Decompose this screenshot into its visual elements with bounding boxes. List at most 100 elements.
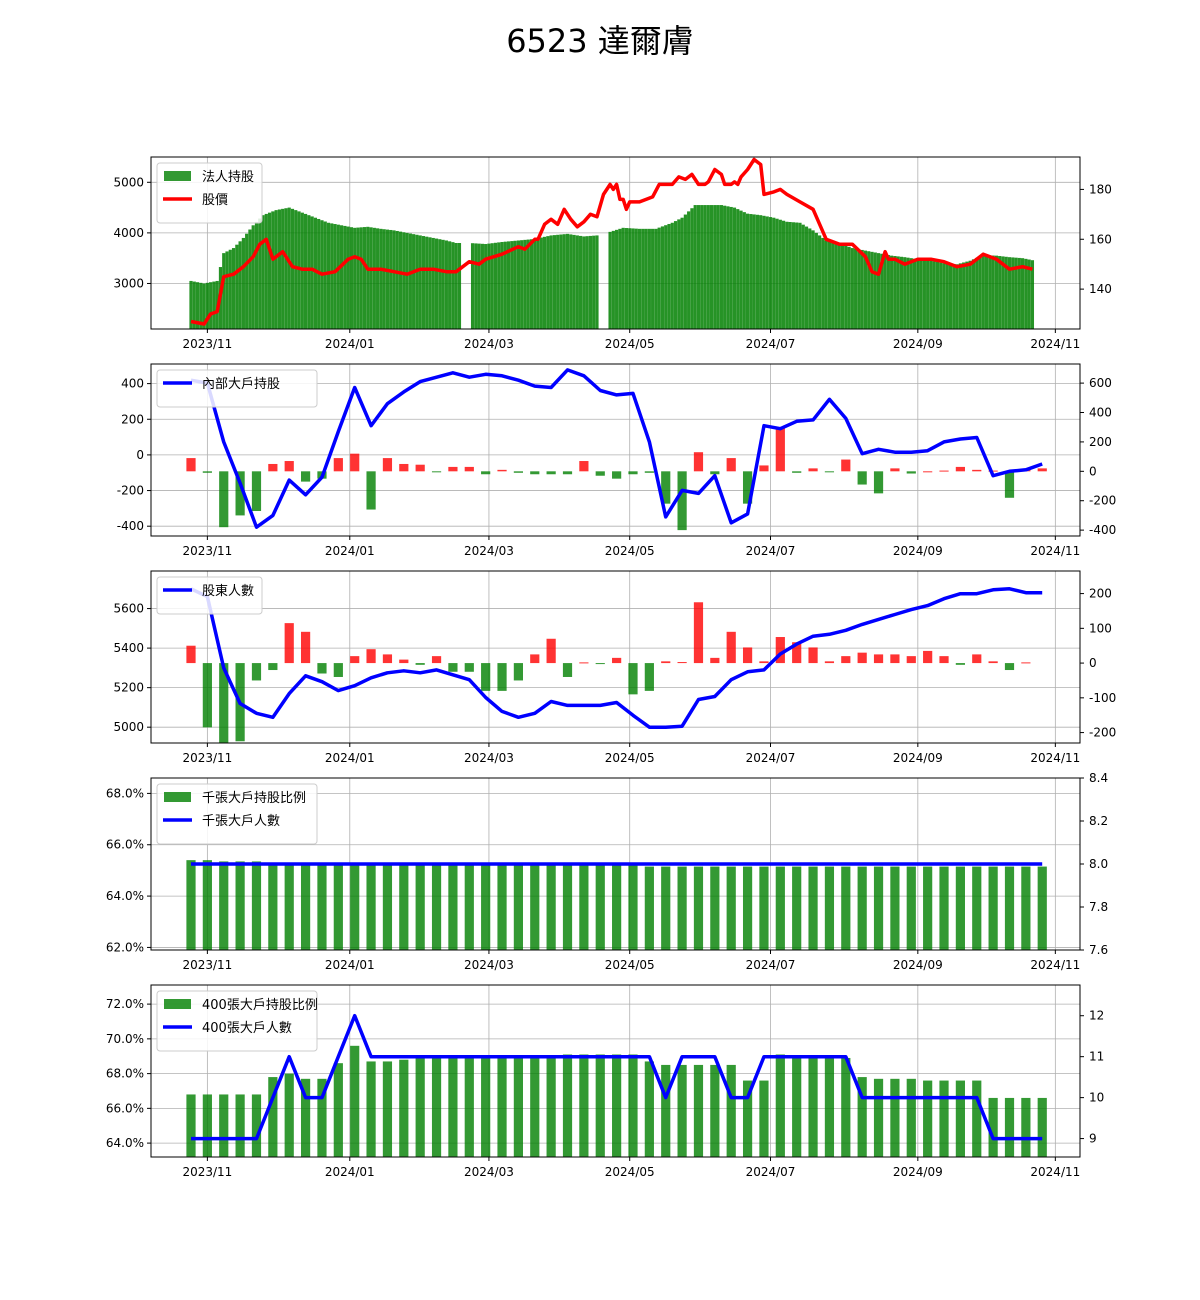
bar bbox=[536, 238, 540, 329]
bar bbox=[923, 866, 933, 950]
bar bbox=[637, 228, 642, 329]
bar bbox=[742, 647, 753, 664]
bar bbox=[739, 210, 743, 329]
y-tick-label: 5000 bbox=[113, 720, 144, 734]
legend-label: 股價 bbox=[202, 193, 228, 208]
bar bbox=[552, 235, 557, 329]
bar bbox=[972, 469, 982, 472]
bar bbox=[529, 239, 534, 329]
bar bbox=[353, 227, 357, 329]
bar bbox=[939, 866, 949, 950]
bar bbox=[899, 256, 904, 329]
bar bbox=[579, 461, 589, 472]
bar bbox=[350, 864, 360, 950]
bar bbox=[857, 652, 867, 664]
x-tick-label: 2024/03 bbox=[464, 1165, 514, 1179]
bar bbox=[716, 205, 720, 329]
bar bbox=[546, 638, 556, 664]
bar bbox=[890, 654, 900, 664]
bar bbox=[399, 463, 409, 472]
bar bbox=[251, 861, 262, 950]
bar bbox=[245, 233, 249, 329]
bar bbox=[477, 243, 481, 329]
y-tick-label: 5600 bbox=[113, 602, 144, 616]
legend-label: 千張大戶持股比例 bbox=[202, 791, 306, 806]
bar bbox=[1004, 471, 1015, 498]
y2-tick-label: 8.0 bbox=[1089, 857, 1108, 871]
bar bbox=[1037, 468, 1047, 472]
bar bbox=[268, 862, 278, 950]
bar bbox=[258, 218, 262, 329]
bar bbox=[726, 866, 736, 950]
bar bbox=[562, 1054, 573, 1157]
x-tick-label: 2024/01 bbox=[325, 1165, 375, 1179]
bar bbox=[1037, 1097, 1047, 1157]
bar bbox=[778, 219, 782, 329]
bar bbox=[818, 235, 822, 329]
bar bbox=[683, 214, 687, 329]
bar bbox=[955, 866, 965, 950]
bar bbox=[251, 225, 255, 329]
bar bbox=[448, 466, 458, 472]
bar bbox=[267, 212, 272, 329]
bars-group bbox=[186, 860, 1047, 950]
bar bbox=[831, 241, 835, 329]
bar bbox=[559, 234, 563, 329]
bar bbox=[1027, 259, 1031, 329]
bar bbox=[824, 661, 835, 664]
y-tick-label: 66.0% bbox=[106, 838, 144, 852]
bar bbox=[975, 257, 979, 329]
bar bbox=[919, 259, 923, 329]
bar bbox=[644, 663, 654, 691]
bar bbox=[710, 657, 720, 664]
bar bbox=[808, 1056, 818, 1157]
bar bbox=[906, 257, 910, 329]
bar bbox=[863, 250, 868, 329]
y2-tick-label: 8.2 bbox=[1089, 814, 1108, 828]
bar bbox=[238, 241, 242, 329]
bar bbox=[759, 866, 769, 950]
bar bbox=[481, 471, 491, 475]
bar bbox=[814, 232, 818, 329]
bar bbox=[562, 865, 573, 950]
bar bbox=[382, 654, 393, 664]
bar bbox=[340, 225, 344, 329]
bar bbox=[988, 1097, 998, 1157]
bar bbox=[651, 228, 655, 329]
bar bbox=[792, 471, 802, 473]
y-tick-label: -400 bbox=[117, 519, 144, 533]
bar bbox=[775, 218, 779, 329]
bar bbox=[464, 466, 474, 472]
x-tick-label: 2024/09 bbox=[893, 958, 943, 972]
bar bbox=[837, 243, 841, 329]
x-tick-label: 2024/07 bbox=[746, 751, 796, 765]
y2-tick-label: 200 bbox=[1089, 587, 1112, 601]
panel-p4: 2023/11 2024/01 2024/03 2024/05 2024/07 2024/… bbox=[106, 771, 1108, 972]
bar bbox=[710, 471, 720, 475]
bar bbox=[481, 1057, 491, 1157]
bar bbox=[284, 1073, 294, 1157]
bar bbox=[330, 223, 334, 329]
bar bbox=[372, 227, 376, 329]
bar bbox=[772, 217, 776, 329]
bar bbox=[608, 231, 612, 329]
bar bbox=[349, 227, 354, 329]
bar bbox=[366, 1061, 376, 1157]
bar bbox=[850, 248, 854, 329]
bar bbox=[520, 240, 524, 329]
axes-frame bbox=[150, 570, 1081, 744]
bar bbox=[399, 1059, 409, 1157]
bar bbox=[530, 1056, 540, 1157]
bar bbox=[464, 663, 474, 672]
bar bbox=[890, 866, 900, 950]
bar bbox=[792, 1056, 802, 1157]
bar bbox=[808, 228, 812, 329]
bar bbox=[834, 242, 838, 329]
x-tick-label: 2024/05 bbox=[605, 751, 655, 765]
bar bbox=[775, 866, 785, 950]
bar bbox=[624, 228, 629, 329]
bar bbox=[690, 208, 694, 329]
bar bbox=[402, 232, 406, 329]
legend-label: 400張大戶持股比例 bbox=[202, 998, 318, 1013]
bar bbox=[572, 234, 576, 329]
